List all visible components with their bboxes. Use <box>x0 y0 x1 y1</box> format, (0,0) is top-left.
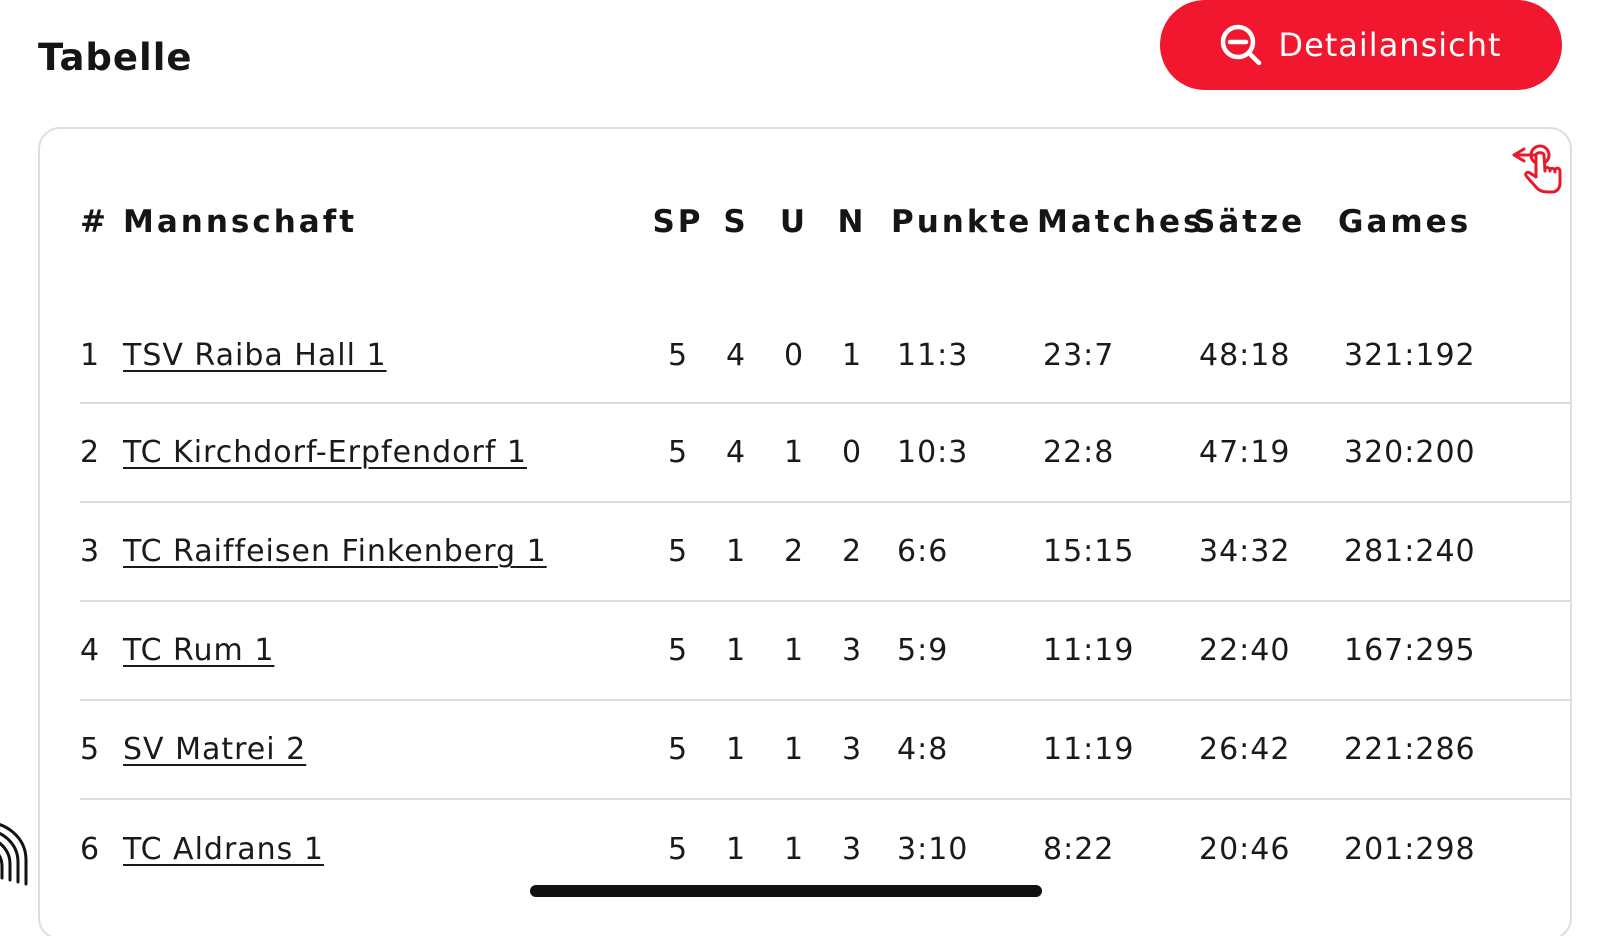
s-cell: 1 <box>707 699 765 799</box>
games-cell: 281:240 <box>1338 501 1570 601</box>
n-cell: 0 <box>823 402 881 502</box>
n-cell: 3 <box>823 699 881 799</box>
n-cell: 3 <box>823 798 881 898</box>
table-row: 1 TSV Raiba Hall 1 5 4 0 1 11:3 23:7 48:… <box>80 263 1570 403</box>
sp-cell: 5 <box>649 600 707 700</box>
matches-cell: 8:22 <box>1033 798 1193 898</box>
col-header-sp: SP <box>652 204 704 240</box>
saetze-cell: 34:32 <box>1193 501 1338 601</box>
col-header-punkte: Punkte <box>891 204 1033 240</box>
n-cell: 2 <box>823 501 881 601</box>
games-cell: 321:192 <box>1344 338 1476 373</box>
col-header-u: U <box>779 204 809 240</box>
detail-view-button-label: Detailansicht <box>1278 26 1502 64</box>
team-link[interactable]: SV Matrei 2 <box>123 732 307 767</box>
games-cell: 167:295 <box>1338 600 1570 700</box>
u-cell: 0 <box>783 338 805 373</box>
matches-cell: 11:19 <box>1033 600 1193 700</box>
matches-cell: 11:19 <box>1033 699 1193 799</box>
punkte-cell: 10:3 <box>881 402 1033 502</box>
zoom-out-icon <box>1221 24 1262 66</box>
u-cell: 1 <box>765 402 823 502</box>
team-link[interactable]: TC Aldrans 1 <box>123 831 324 867</box>
matches-cell: 23:7 <box>1043 338 1115 373</box>
rank-cell: 1 <box>80 338 101 373</box>
games-cell: 201:298 <box>1338 798 1570 898</box>
u-cell: 1 <box>765 798 823 898</box>
punkte-cell: 11:3 <box>897 338 969 373</box>
team-link[interactable]: TC Raiffeisen Finkenberg 1 <box>123 534 547 569</box>
horizontal-scrollbar-thumb[interactable] <box>530 885 1042 897</box>
u-cell: 1 <box>765 699 823 799</box>
s-cell: 1 <box>707 501 765 601</box>
u-cell: 1 <box>765 600 823 700</box>
saetze-cell: 22:40 <box>1193 600 1338 700</box>
matches-cell: 15:15 <box>1033 501 1193 601</box>
swipe-hand-icon <box>1512 144 1562 194</box>
fingerprint-icon <box>0 823 28 886</box>
s-cell: 4 <box>725 338 747 373</box>
team-link[interactable]: TC Rum 1 <box>123 633 275 668</box>
n-cell: 3 <box>823 600 881 700</box>
s-cell: 1 <box>707 798 765 898</box>
sp-cell: 5 <box>649 501 707 601</box>
col-header-n: N <box>837 204 867 240</box>
u-cell: 2 <box>765 501 823 601</box>
team-cell: SV Matrei 2 <box>123 699 649 799</box>
col-header-saetze: Sätze <box>1193 204 1306 240</box>
team-link[interactable]: TC Kirchdorf-Erpfendorf 1 <box>123 435 527 470</box>
sp-cell: 5 <box>649 699 707 799</box>
punkte-cell: 4:8 <box>881 699 1033 799</box>
games-cell: 221:286 <box>1338 699 1570 799</box>
saetze-cell: 20:46 <box>1193 798 1338 898</box>
standings-table: # Mannschaft SP S U N Punkte Matches Sät… <box>80 181 1570 898</box>
sp-cell: 5 <box>667 338 689 373</box>
col-header-rank: # <box>80 204 109 240</box>
standings-card[interactable]: # Mannschaft SP S U N Punkte Matches Sät… <box>38 127 1572 936</box>
col-header-matches: Matches <box>1037 204 1205 240</box>
sp-cell: 5 <box>649 402 707 502</box>
team-cell: TSV Raiba Hall 1 <box>123 263 649 403</box>
rank-cell: 4 <box>80 600 123 700</box>
page-title: Tabelle <box>38 36 193 79</box>
rank-cell: 5 <box>80 699 123 799</box>
table-row: 2 TC Kirchdorf-Erpfendorf 1 5 4 1 0 10:3… <box>80 402 1570 502</box>
punkte-cell: 5:9 <box>881 600 1033 700</box>
punkte-cell: 6:6 <box>881 501 1033 601</box>
team-cell: TC Kirchdorf-Erpfendorf 1 <box>123 402 649 502</box>
games-cell: 320:200 <box>1338 402 1570 502</box>
s-cell: 1 <box>707 600 765 700</box>
team-cell: TC Raiffeisen Finkenberg 1 <box>123 501 649 601</box>
rank-cell: 6 <box>80 798 123 898</box>
detail-view-button[interactable]: Detailansicht <box>1160 0 1562 90</box>
table-row: 5 SV Matrei 2 5 1 1 3 4:8 11:19 26:42 22… <box>80 699 1570 799</box>
s-cell: 4 <box>707 402 765 502</box>
table-row: 3 TC Raiffeisen Finkenberg 1 5 1 2 2 6:6… <box>80 501 1570 601</box>
saetze-cell: 47:19 <box>1193 402 1338 502</box>
matches-cell: 22:8 <box>1033 402 1193 502</box>
punkte-cell: 3:10 <box>881 798 1033 898</box>
team-link[interactable]: TSV Raiba Hall 1 <box>123 338 387 373</box>
saetze-cell: 48:18 <box>1199 338 1291 373</box>
col-header-games: Games <box>1338 204 1472 240</box>
table-header-row: # Mannschaft SP S U N Punkte Matches Sät… <box>80 181 1570 263</box>
col-header-team: Mannschaft <box>123 204 358 240</box>
col-header-s: S <box>723 204 749 240</box>
team-cell: TC Aldrans 1 <box>123 798 649 898</box>
sp-cell: 5 <box>649 798 707 898</box>
n-cell: 1 <box>841 338 863 373</box>
saetze-cell: 26:42 <box>1193 699 1338 799</box>
table-row: 4 TC Rum 1 5 1 1 3 5:9 11:19 22:40 167:2… <box>80 600 1570 700</box>
rank-cell: 3 <box>80 501 123 601</box>
table-row: 6 TC Aldrans 1 5 1 1 3 3:10 8:22 20:46 2… <box>80 798 1570 898</box>
rank-cell: 2 <box>80 402 123 502</box>
team-cell: TC Rum 1 <box>123 600 649 700</box>
